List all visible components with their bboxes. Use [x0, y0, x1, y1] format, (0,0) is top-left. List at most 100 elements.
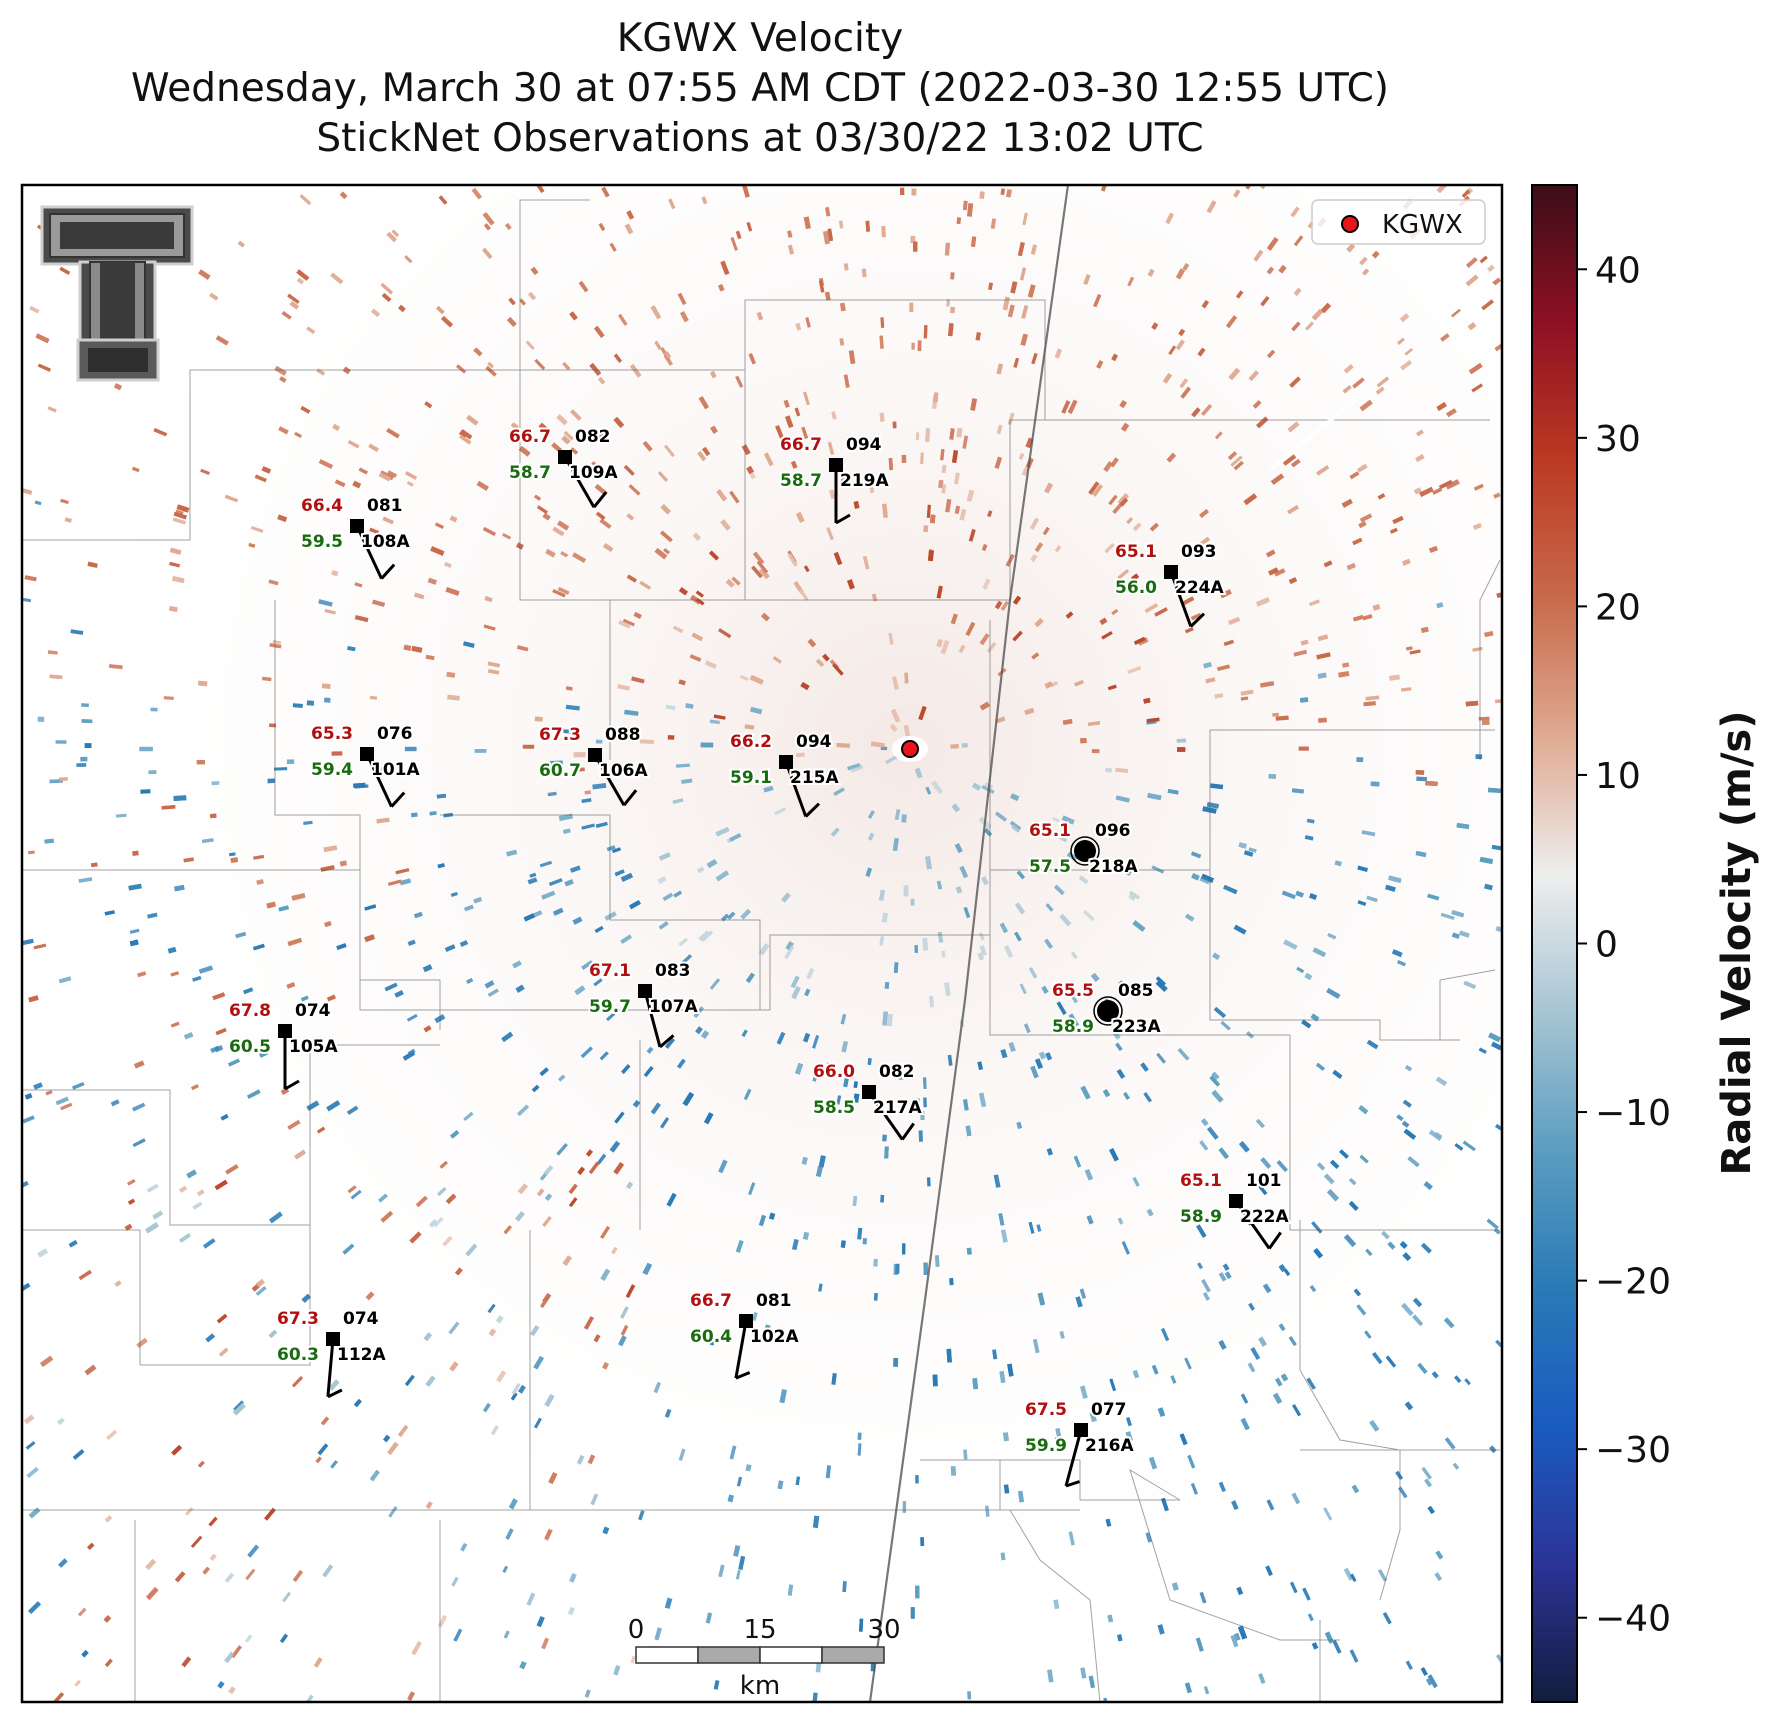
station-temperature: 66.4	[301, 496, 343, 516]
station-106A[interactable]: 67.3 60.7 088 106A	[537, 723, 650, 807]
station-216A[interactable]: 67.5 59.9 077 216A	[1023, 1398, 1136, 1488]
station-224A[interactable]: 65.1 56.0 093 224A	[1113, 540, 1226, 628]
station-dewpoint: 58.7	[509, 463, 551, 483]
station-102A[interactable]: 66.7 60.4 081 102A	[688, 1289, 801, 1380]
station-218A[interactable]: 65.1 57.5 096 218A	[1027, 819, 1140, 879]
station-id: 219A	[840, 471, 889, 491]
station-dewpoint: 60.5	[229, 1037, 271, 1057]
velocity-field	[22, 185, 1502, 1702]
wind-barb-icon	[643, 990, 675, 1049]
station-222A[interactable]: 65.1 58.9 101 222A	[1178, 1169, 1291, 1250]
wind-barb-icon	[326, 1338, 343, 1399]
station-id: 216A	[1085, 1436, 1134, 1456]
scale-bar: 0 15 30 km	[628, 1615, 901, 1701]
colorbar-label: Radial Velocity (m/s)	[1714, 710, 1760, 1175]
station-dewpoint: 59.5	[301, 532, 343, 552]
wind-barb-icon	[355, 525, 396, 580]
legend-marker-icon	[1341, 215, 1359, 233]
station-215A[interactable]: 66.2 59.1 094 215A	[728, 730, 841, 818]
station-id: 102A	[750, 1327, 799, 1347]
station-dewpoint: 60.4	[690, 1327, 732, 1347]
scale-label-30: 30	[867, 1615, 900, 1645]
station-wind-direction: 088	[605, 725, 641, 745]
station-223A[interactable]: 65.5 58.9 085 223A	[1050, 979, 1163, 1039]
map-title: KGWX Velocity Wednesday, March 30 at 07:…	[20, 14, 1500, 164]
station-109A[interactable]: 66.7 58.7 082 109A	[507, 425, 620, 509]
station-dewpoint: 59.9	[1025, 1436, 1067, 1456]
map-panel[interactable]	[18, 180, 1507, 1707]
colorbar-ticks: 40 30 20 10 0 −10 −20 −30 −40	[1577, 250, 1671, 1640]
station-108A[interactable]: 66.4 59.5 081 108A	[299, 494, 412, 580]
radar-site-marker[interactable]	[892, 736, 928, 762]
station-marker-icon	[739, 1314, 753, 1328]
colorbar-tick-label: 20	[1595, 587, 1641, 628]
station-dewpoint: 60.7	[539, 761, 581, 781]
station-dewpoint: 56.0	[1115, 578, 1157, 598]
station-wind-direction: 081	[756, 1291, 792, 1311]
station-id: 217A	[873, 1098, 922, 1118]
station-dewpoint: 59.4	[311, 760, 353, 780]
station-temperature: 65.1	[1115, 542, 1157, 562]
station-marker-icon	[558, 450, 572, 464]
station-219A[interactable]: 66.7 58.7 094 219A	[778, 433, 891, 525]
wind-barb-icon	[365, 753, 406, 808]
texas-tech-logo	[40, 205, 194, 382]
station-dewpoint: 58.9	[1052, 1017, 1094, 1037]
county-borders	[22, 199, 1501, 1702]
station-112A[interactable]: 67.3 60.3 074 112A	[275, 1307, 388, 1399]
scale-label-0: 0	[628, 1615, 645, 1645]
station-wind-direction: 081	[367, 496, 403, 516]
title-line-1: KGWX Velocity	[616, 16, 904, 61]
wind-barb-icon	[867, 1091, 915, 1141]
wind-barb-icon	[283, 1031, 300, 1091]
station-temperature: 67.3	[277, 1309, 319, 1329]
station-id: 112A	[337, 1345, 386, 1365]
station-marker-icon	[638, 984, 652, 998]
map-frame	[20, 183, 1504, 1704]
station-id: 218A	[1089, 857, 1138, 877]
station-temperature: 66.0	[813, 1062, 855, 1082]
colorbar-tick-label: −20	[1595, 1262, 1671, 1303]
radar-artifact-line	[1268, 283, 1497, 472]
station-wind-direction: 094	[796, 732, 832, 752]
colorbar-gradient	[1531, 184, 1578, 1703]
station-marker-icon	[862, 1085, 876, 1099]
colorbar-tick-label: 0	[1595, 925, 1618, 966]
colorbar: 40 30 20 10 0 −10 −20 −30 −40 Radial Velocity (m…	[1531, 184, 1760, 1703]
station-id: 108A	[361, 532, 410, 552]
station-marker-icon	[278, 1024, 292, 1038]
colorbar-tick-label: −30	[1595, 1430, 1671, 1471]
station-temperature: 65.1	[1029, 821, 1071, 841]
station-marker-icon	[350, 519, 364, 533]
station-dewpoint: 59.1	[730, 768, 772, 788]
station-dewpoint: 60.3	[277, 1345, 319, 1365]
station-dewpoint: 57.5	[1029, 857, 1071, 877]
station-107A[interactable]: 67.1 59.7 083 107A	[587, 959, 700, 1049]
station-temperature: 65.3	[311, 724, 353, 744]
station-temperature: 65.5	[1052, 981, 1094, 1001]
station-wind-direction: 076	[377, 724, 413, 744]
station-wind-direction: 077	[1091, 1400, 1127, 1420]
station-id: 106A	[599, 761, 648, 781]
wind-barb-icon	[784, 761, 821, 818]
station-temperature: 65.1	[1180, 1171, 1222, 1191]
station-id: 215A	[790, 768, 839, 788]
station-wind-direction: 083	[655, 961, 691, 981]
colorbar-tick-label: 30	[1595, 419, 1641, 460]
station-temperature: 67.3	[539, 725, 581, 745]
wind-barb-icon	[1064, 1429, 1083, 1488]
station-wind-direction: 096	[1095, 821, 1131, 841]
station-id: 224A	[1175, 578, 1224, 598]
station-wind-direction: 082	[575, 427, 611, 447]
station-marker-icon	[829, 458, 843, 472]
wind-barb-icon	[1234, 1200, 1282, 1250]
station-id: 107A	[649, 997, 698, 1017]
scale-label-15: 15	[743, 1615, 776, 1645]
station-217A[interactable]: 66.0 58.5 082 217A	[811, 1060, 924, 1141]
station-105A[interactable]: 67.8 60.5 074 105A	[227, 999, 340, 1091]
station-marker-icon	[779, 755, 793, 769]
station-101A[interactable]: 65.3 59.4 076 101A	[309, 722, 422, 808]
colorbar-tick-label: 40	[1595, 250, 1641, 291]
station-wind-direction: 082	[879, 1062, 915, 1082]
